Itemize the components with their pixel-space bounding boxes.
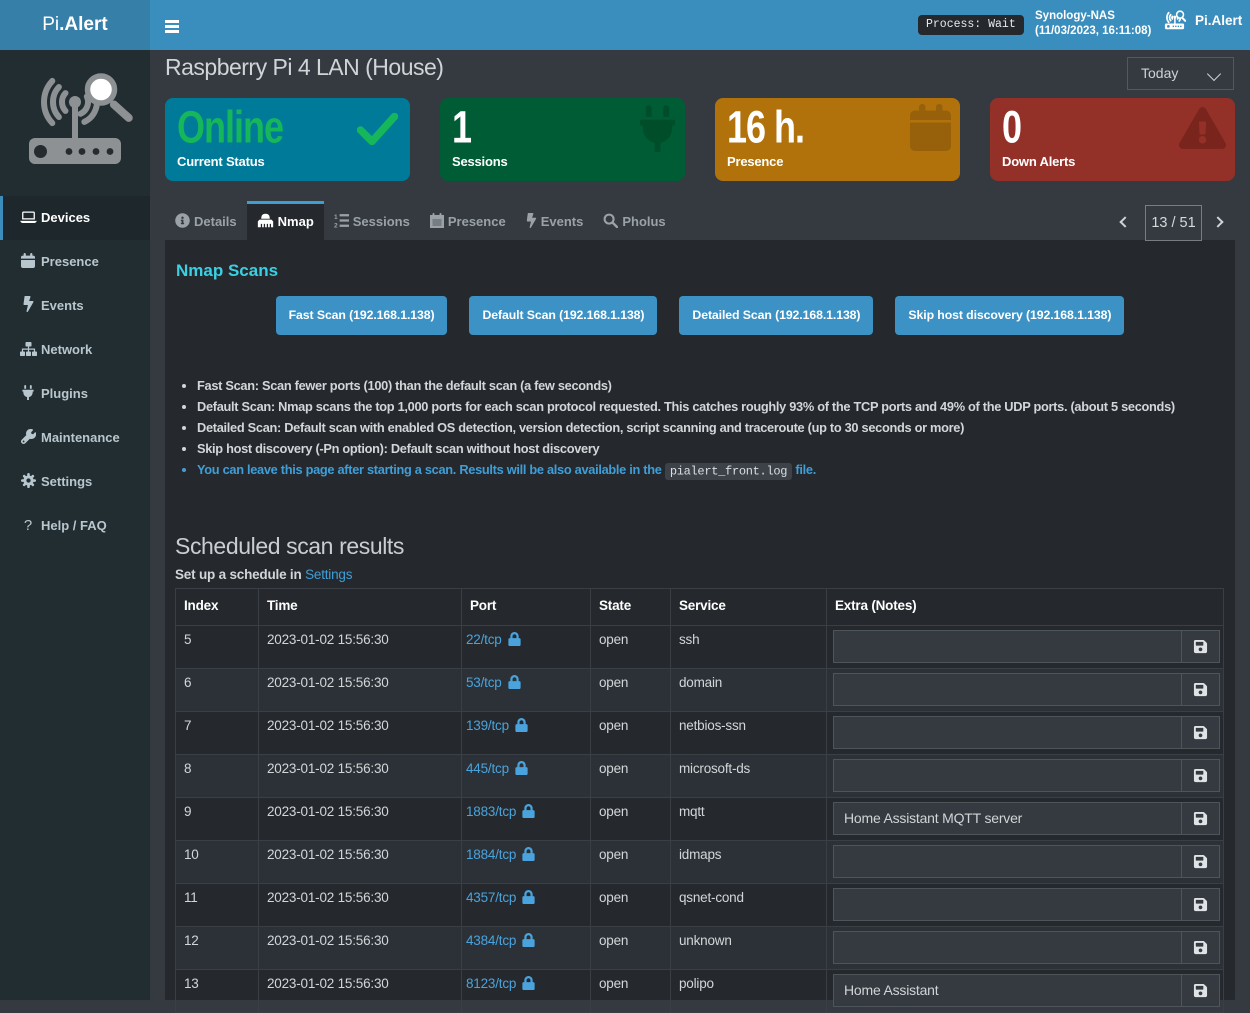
svg-text:1: 1 xyxy=(334,214,338,221)
svg-text:2: 2 xyxy=(334,223,338,228)
